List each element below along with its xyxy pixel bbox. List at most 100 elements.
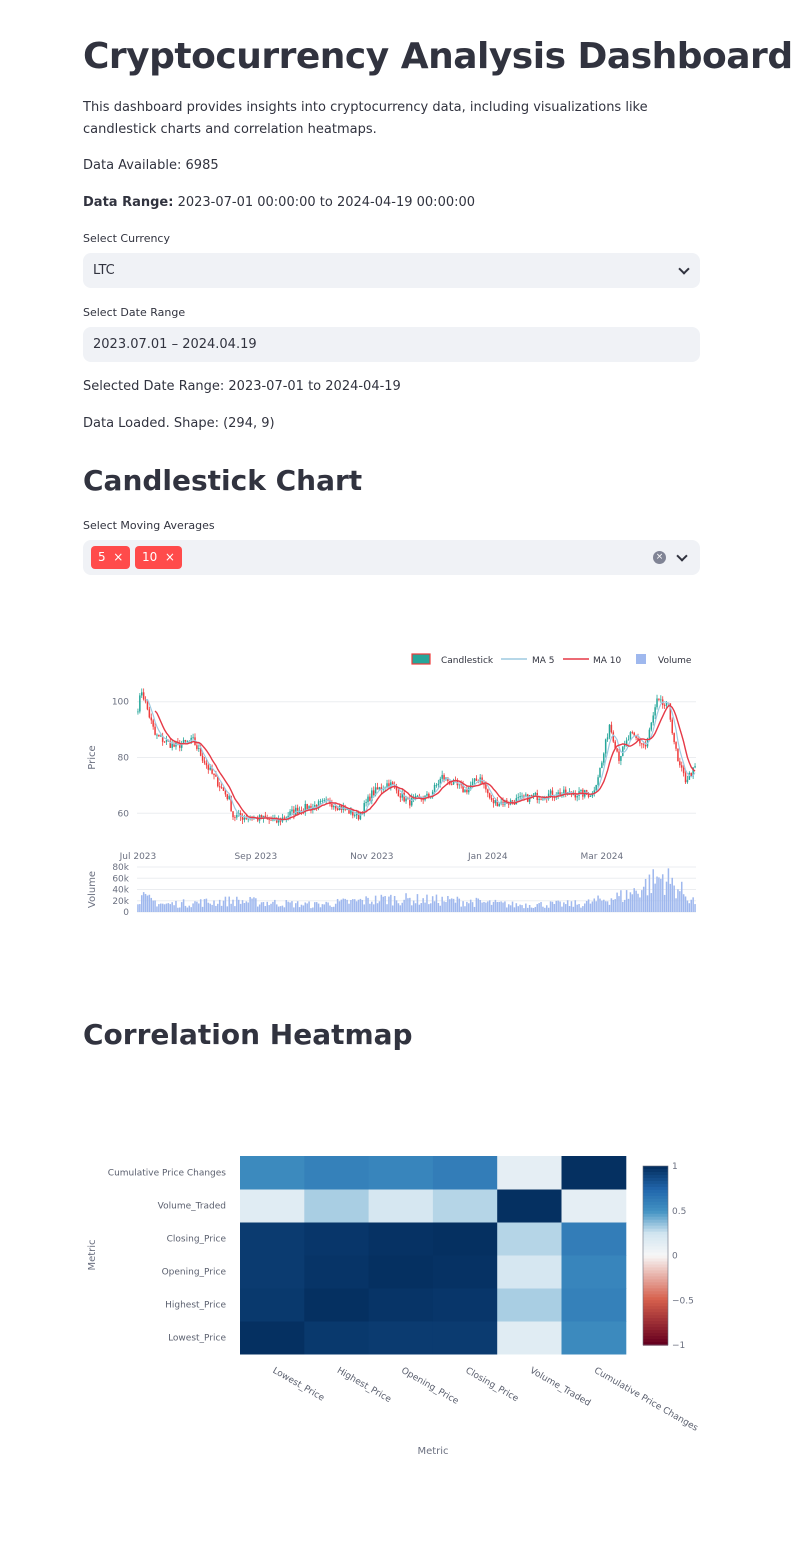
candle-body xyxy=(201,755,204,761)
date-range-value: 2023.07.01 – 2024.04.19 xyxy=(93,337,257,352)
volume-bar xyxy=(603,899,605,912)
correlation-heatmap[interactable]: Lowest_PriceHighest_PriceOpening_PriceCl… xyxy=(0,1140,806,1470)
candle-body xyxy=(306,804,308,811)
candle-body xyxy=(137,711,139,713)
volume-bar xyxy=(270,903,272,912)
volume-bar xyxy=(198,903,200,912)
chevron-down-icon[interactable] xyxy=(676,550,688,562)
colorbar-band xyxy=(643,1201,668,1206)
colorbar-band xyxy=(643,1297,668,1301)
volume-bar xyxy=(274,899,276,912)
candle-body xyxy=(618,751,620,761)
volume-bar xyxy=(433,901,436,912)
candle-body xyxy=(576,796,578,798)
volume-bar xyxy=(443,901,445,912)
candle-body xyxy=(648,729,651,739)
close-icon[interactable]: × xyxy=(164,550,175,564)
candle-body xyxy=(230,795,232,812)
candle-body xyxy=(441,775,443,779)
colorbar-tick-label: 1 xyxy=(672,1162,678,1172)
colorbar-band xyxy=(643,1342,668,1346)
colorbar-band xyxy=(643,1219,668,1224)
volume-bar xyxy=(582,906,584,912)
volume-bar xyxy=(610,898,613,912)
candle-body xyxy=(606,737,609,740)
candle-body xyxy=(452,779,455,785)
candle-body xyxy=(597,777,599,786)
candle-body xyxy=(671,719,673,734)
candle-body xyxy=(644,744,647,747)
volume-bar xyxy=(513,907,516,912)
page-description: This dashboard provides insights into cr… xyxy=(83,100,648,137)
volume-bar xyxy=(439,905,442,912)
volume-bar xyxy=(553,903,556,912)
volume-bar xyxy=(507,904,510,912)
candle-body xyxy=(498,803,500,807)
heatmap-cell xyxy=(368,1255,434,1289)
chevron-down-icon[interactable] xyxy=(678,263,690,275)
price-tick-label: 100 xyxy=(112,698,129,708)
volume-bar xyxy=(321,904,324,912)
volume-bar xyxy=(249,896,251,912)
volume-bar xyxy=(401,902,404,912)
volume-bar xyxy=(661,874,664,912)
volume-bar xyxy=(593,898,596,912)
volume-bar xyxy=(188,905,191,912)
heatmap-x-label: Highest_Price xyxy=(335,1366,393,1405)
colorbar-band xyxy=(643,1180,668,1185)
heatmap-cell xyxy=(304,1189,370,1223)
close-icon[interactable]: × xyxy=(113,550,124,564)
volume-bar xyxy=(682,894,685,912)
candle-body xyxy=(686,779,689,783)
heatmap-cell xyxy=(368,1189,434,1223)
candle-body xyxy=(483,783,485,785)
candle-body xyxy=(669,703,672,720)
candle-body xyxy=(622,746,624,757)
volume-bar xyxy=(319,907,322,912)
candle-body xyxy=(620,756,622,761)
colorbar-band xyxy=(643,1234,668,1239)
colorbar-band xyxy=(643,1318,668,1322)
volume-bar xyxy=(382,896,384,912)
volume-bar xyxy=(410,905,413,912)
candle-body xyxy=(391,782,394,785)
volume-bar xyxy=(295,903,297,912)
candle-body xyxy=(416,795,419,797)
candle-body xyxy=(473,778,476,782)
volume-bar xyxy=(532,907,535,912)
volume-bar xyxy=(272,901,274,912)
colorbar-band xyxy=(643,1309,668,1313)
colorbar-band xyxy=(643,1192,668,1197)
volume-bar xyxy=(452,898,455,912)
x-tick-label: Nov 2023 xyxy=(350,852,393,862)
candle-body xyxy=(353,815,356,817)
candle-body xyxy=(650,722,653,730)
moving-averages-multiselect[interactable]: 5 × 10 × × xyxy=(83,540,700,575)
candle-body xyxy=(369,796,371,801)
currency-select[interactable]: LTC xyxy=(83,253,700,288)
clear-all-icon[interactable]: × xyxy=(653,551,666,564)
volume-bar xyxy=(230,903,232,912)
ma-tag-5[interactable]: 5 × xyxy=(91,546,131,569)
colorbar-tick-label: −1 xyxy=(672,1341,685,1351)
volume-bar xyxy=(140,895,143,912)
volume-bar xyxy=(475,897,478,912)
candlestick-chart[interactable]: 60 80 100 Price Jul 2023 Sep 2023 Nov 2023 Jan … xyxy=(0,640,806,930)
volume-bar xyxy=(547,907,550,912)
candle-body xyxy=(574,794,577,798)
heatmap-cell xyxy=(304,1222,370,1256)
date-range-input[interactable]: 2023.07.01 – 2024.04.19 xyxy=(83,327,700,362)
candle-body xyxy=(367,796,369,803)
heatmap-y-axis-title: Metric xyxy=(87,1239,98,1270)
candle-body xyxy=(658,698,660,700)
volume-bar xyxy=(167,903,170,912)
ma-tag-10[interactable]: 10 × xyxy=(135,546,182,569)
heatmap-cell xyxy=(304,1156,370,1190)
data-range-text: Data Range: 2023-07-01 00:00:00 to 2024-… xyxy=(83,195,475,210)
heatmap-cell xyxy=(368,1222,434,1256)
volume-bar xyxy=(538,903,540,912)
volume-bar xyxy=(211,904,213,912)
volume-bar xyxy=(469,899,472,912)
candle-body xyxy=(215,775,217,777)
volume-bar xyxy=(194,901,196,912)
